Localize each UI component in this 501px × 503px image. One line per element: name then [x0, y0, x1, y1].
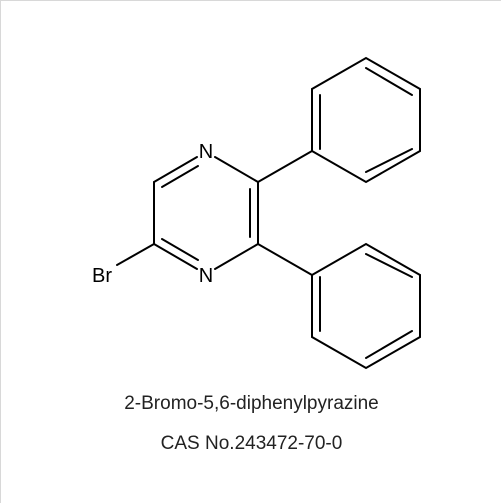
atom-label-br: Br — [92, 265, 112, 287]
compound-name: 2-Bromo-5,6-diphenylpyrazine — [1, 393, 501, 415]
cas-number: CAS No.243472-70-0 — [1, 433, 501, 455]
atom-label-n-top: N — [199, 141, 213, 163]
structure-diagram-clean: N N Br — [1, 1, 501, 503]
atom-label-n-bottom: N — [199, 265, 213, 287]
card: N N Br — [0, 0, 501, 503]
